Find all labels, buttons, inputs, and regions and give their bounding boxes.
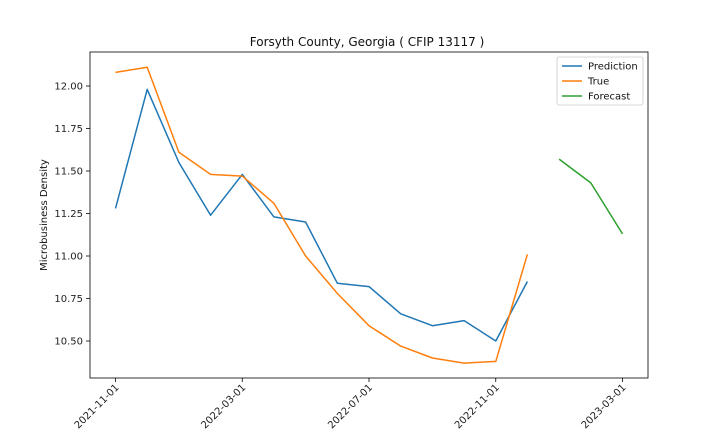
legend-label-prediction: Prediction bbox=[588, 62, 638, 73]
series-layer bbox=[114, 66, 624, 364]
x-tick-label: 2022-07-01 bbox=[326, 382, 375, 431]
x-tick-label: 2023-03-01 bbox=[580, 382, 629, 431]
y-tick-label: 11.50 bbox=[54, 167, 83, 178]
series-line-prediction bbox=[114, 88, 529, 342]
y-tick-label: 11.25 bbox=[54, 209, 83, 220]
legend-label-true: True bbox=[587, 77, 609, 88]
x-tick-label: 2022-03-01 bbox=[199, 382, 248, 431]
y-axis: 10.50 10.75 11.00 11.25 11.50 11.75 12.00 bbox=[54, 82, 90, 348]
x-tick-label: 2022-11-01 bbox=[453, 382, 502, 431]
y-tick-label: 11.75 bbox=[54, 124, 83, 135]
legend-box bbox=[556, 56, 644, 106]
legend: Prediction True Forecast bbox=[556, 56, 644, 106]
x-axis: 2021-11-01 2022-03-01 2022-07-01 2022-11-01… bbox=[73, 378, 629, 431]
x-tick-label: 2021-11-01 bbox=[73, 382, 122, 431]
y-tick-label: 12.00 bbox=[54, 82, 83, 93]
y-tick-label: 10.50 bbox=[54, 337, 83, 348]
chart-title: Forsyth County, Georgia ( CFIP 13117 ) bbox=[250, 35, 485, 49]
y-tick-label: 10.75 bbox=[54, 294, 83, 305]
y-axis-title: Microbusiness Density bbox=[39, 159, 50, 271]
y-tick-label: 11.00 bbox=[54, 252, 83, 263]
series-line-true bbox=[115, 66, 529, 364]
legend-label-forecast: Forecast bbox=[588, 92, 630, 103]
series-line-forecast bbox=[558, 158, 624, 235]
